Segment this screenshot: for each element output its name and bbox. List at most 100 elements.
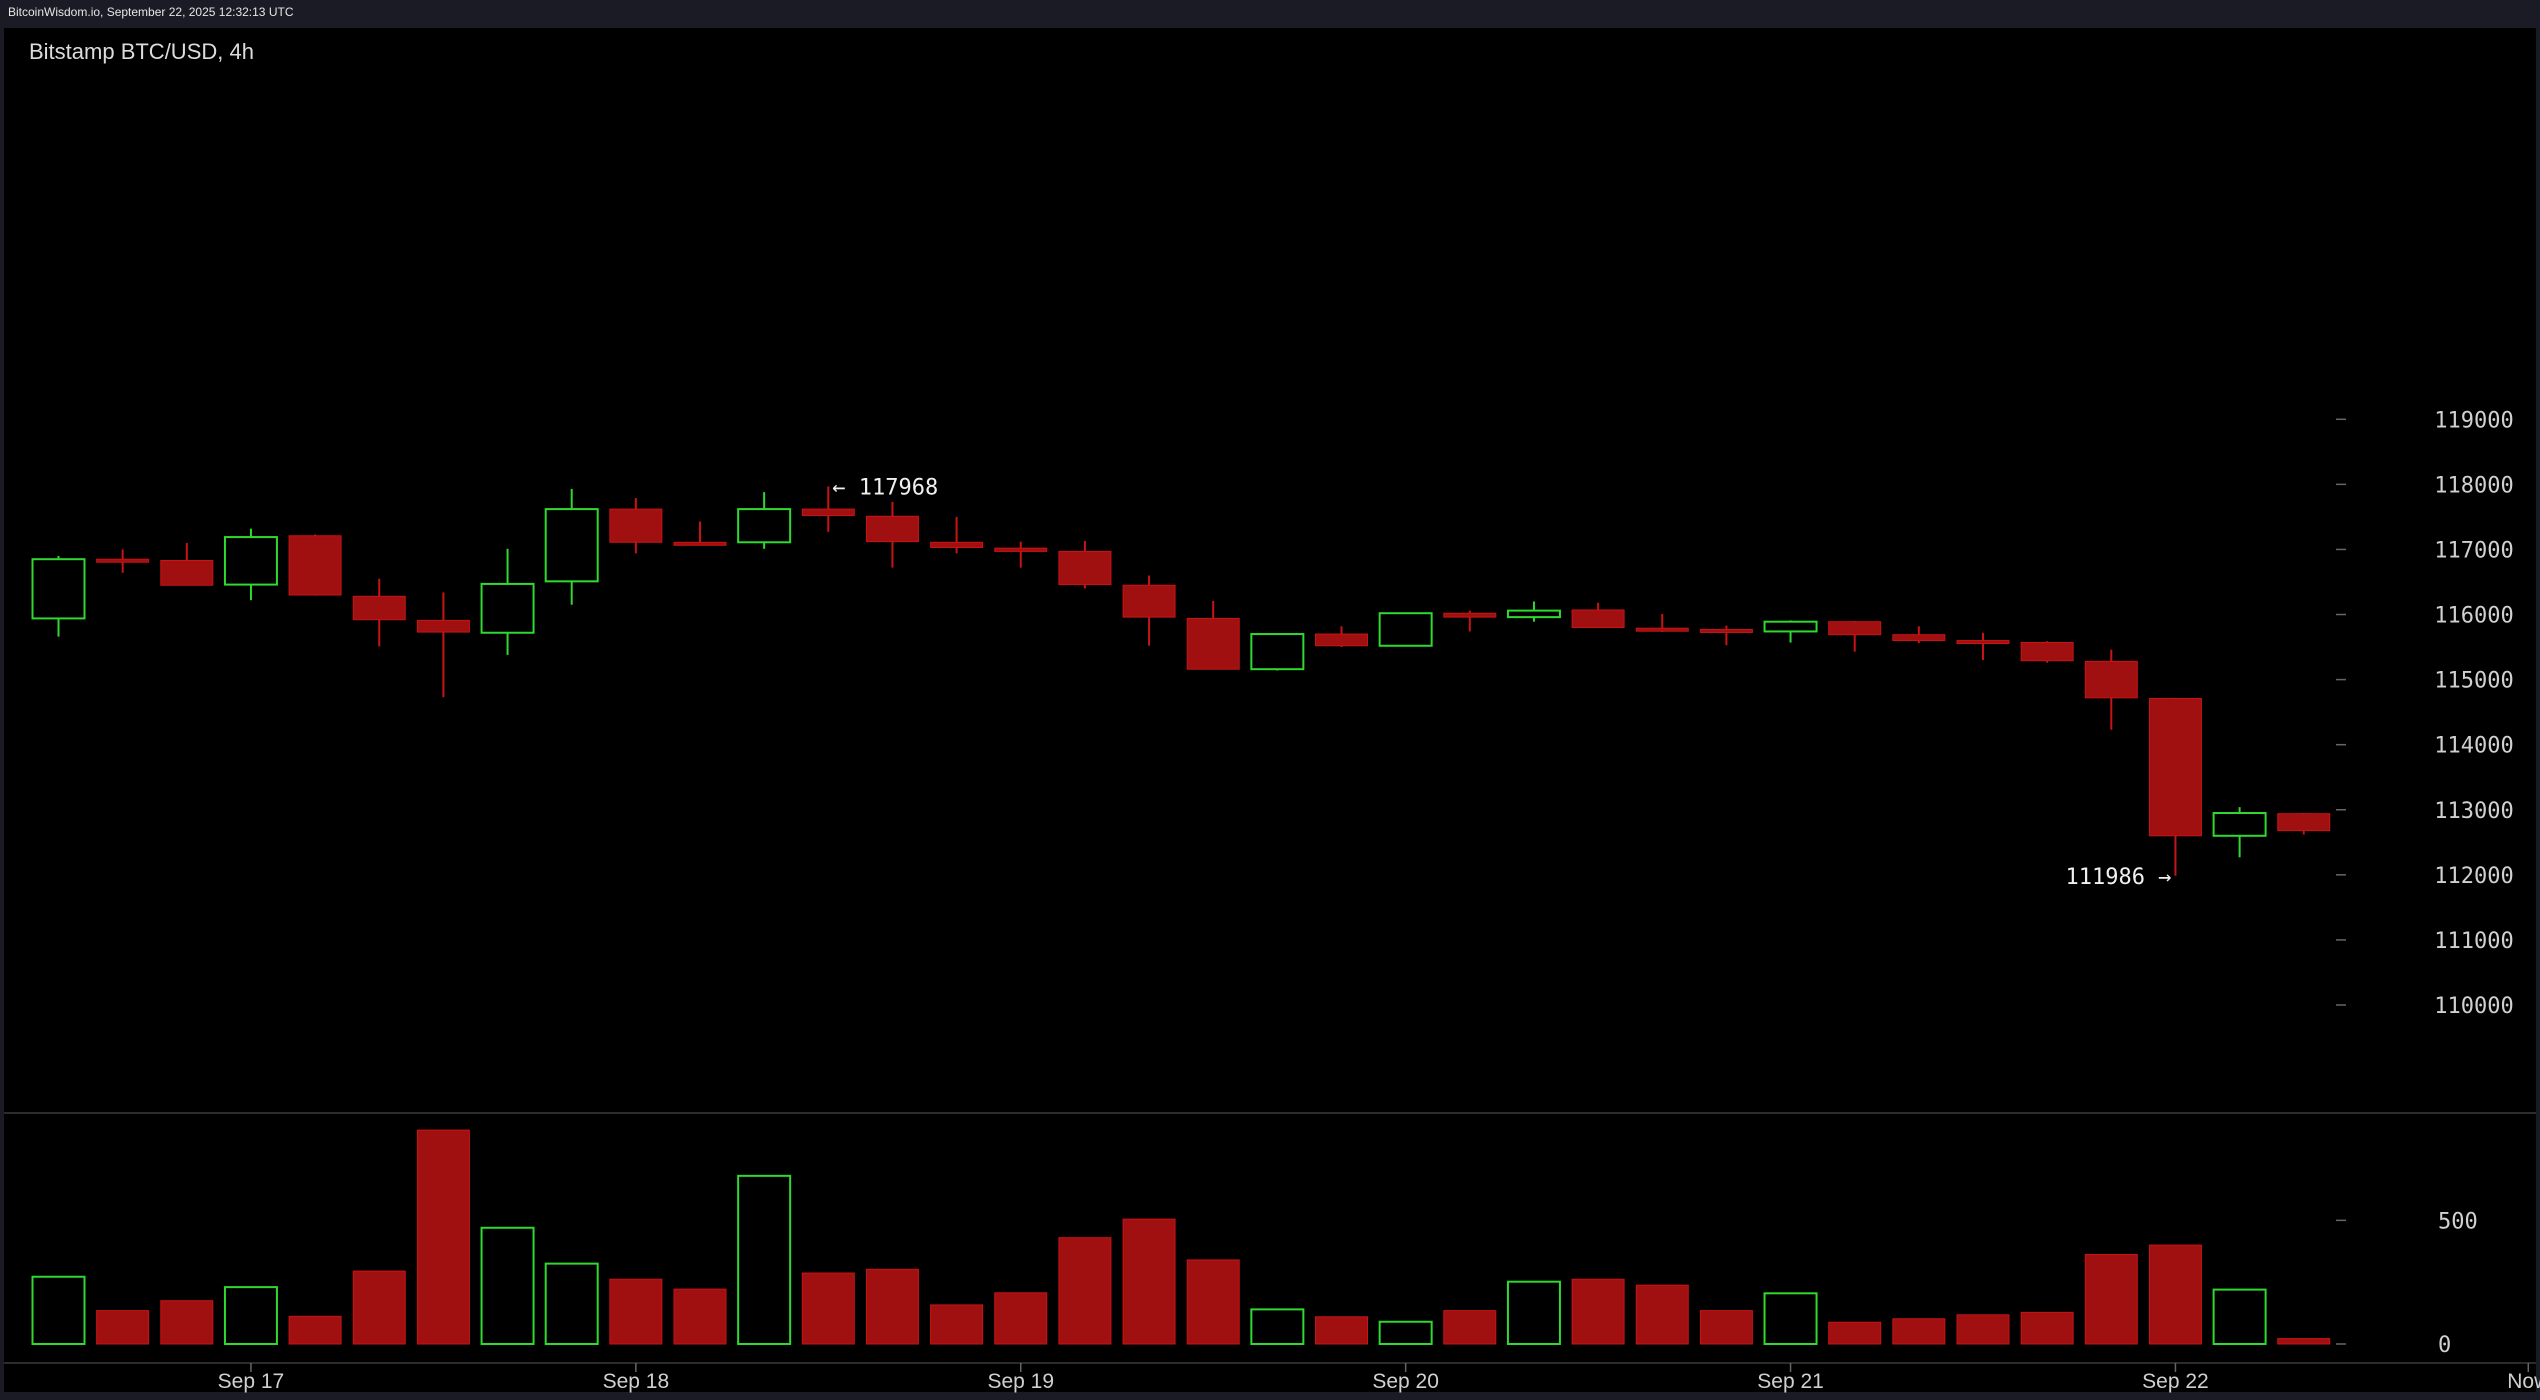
volume-bar (1892, 1318, 1946, 1345)
time-tick-label: Sep 21 (1757, 1370, 1824, 1393)
high-annotation: ← 117968 (832, 475, 938, 500)
candle (1315, 626, 1368, 648)
candle-body (416, 619, 470, 633)
candle-body (288, 535, 342, 596)
candle (160, 542, 214, 586)
candle-body (1315, 633, 1368, 647)
candle-body (352, 595, 406, 621)
volume-bar (480, 1226, 535, 1346)
chart-frame: Bitstamp BTC/USD, 4h 110000 111000 112000 1… (0, 24, 2540, 1400)
candle (416, 592, 470, 698)
candlestick-chart[interactable]: Bitstamp BTC/USD, 4h 110000 111000 112000 1… (0, 24, 2540, 1400)
volume-bar (609, 1278, 663, 1345)
candle (1763, 620, 1818, 643)
volume-bar (737, 1174, 792, 1346)
candle (1443, 610, 1497, 632)
candle-body (2277, 813, 2331, 832)
volume-bar (2084, 1253, 2138, 1345)
candle-body (1250, 633, 1305, 671)
candle (1122, 575, 1176, 646)
candles (31, 486, 2331, 876)
price-tick-label: 119000 (2434, 408, 2513, 433)
source-timestamp: BitcoinWisdom.io, September 22, 2025 12:… (8, 5, 294, 19)
candle (1058, 540, 1112, 589)
candle-body (1122, 584, 1176, 618)
candle-body (2084, 660, 2138, 699)
volume-tick-label: 500 (2438, 1209, 2478, 1234)
price-tick-label: 114000 (2434, 734, 2513, 759)
candle-body (801, 508, 855, 517)
candle (1378, 612, 1433, 647)
volume-bar (160, 1300, 214, 1345)
candle (2148, 697, 2202, 876)
candle (1956, 632, 2010, 661)
candle-body (2148, 697, 2202, 837)
candle (1186, 600, 1240, 670)
candle (1506, 601, 1561, 622)
price-tick-label: 111000 (2434, 929, 2513, 954)
price-tick-label: 117000 (2434, 538, 2513, 563)
top-bar: BitcoinWisdom.io, September 22, 2025 12:… (0, 0, 2540, 24)
volume-bar (2148, 1244, 2202, 1345)
volume-bar (801, 1272, 855, 1345)
candle-body (1635, 627, 1689, 632)
candle-body (2020, 642, 2074, 662)
volume-bar (2212, 1288, 2267, 1345)
volume-bar (352, 1270, 406, 1345)
volume-bar (223, 1286, 278, 1345)
candle (1571, 602, 1625, 629)
candle-body (673, 541, 727, 546)
time-tick-label: Sep 22 (2142, 1370, 2209, 1393)
candle (673, 521, 727, 546)
candle-body (1378, 612, 1433, 647)
candle-body (1058, 550, 1112, 586)
price-tick-label: 113000 (2434, 799, 2513, 824)
volume-bar (1635, 1284, 1689, 1345)
candle (2212, 807, 2267, 858)
candle (544, 488, 599, 605)
price-tick-label: 112000 (2434, 864, 2513, 889)
volume-bar (31, 1275, 86, 1345)
candle (223, 528, 278, 601)
time-tick-label: Sep 18 (603, 1370, 670, 1393)
volume-bar (865, 1268, 919, 1345)
volume-bar (1571, 1278, 1625, 1345)
price-axis: 110000 111000 112000 113000 114000 115000 1160… (2336, 408, 2514, 1019)
volume-tick-label: 0 (2438, 1333, 2451, 1358)
volume-bar (1956, 1314, 2010, 1345)
candle-body (1828, 621, 1882, 636)
candle (96, 549, 150, 573)
candle-body (1699, 628, 1753, 633)
candle (1635, 613, 1689, 633)
price-tick-label: 110000 (2434, 994, 2513, 1019)
volume-bar (1122, 1218, 1176, 1345)
candle-body (31, 558, 86, 620)
candle (2084, 649, 2138, 730)
volume-bar (1186, 1259, 1240, 1345)
candle (31, 555, 86, 637)
candle (865, 501, 919, 568)
candle (352, 578, 406, 647)
candle-body (544, 508, 599, 583)
volume-axis: 0 500 (2336, 1209, 2478, 1358)
candle (1699, 625, 1753, 646)
candle-body (865, 515, 919, 543)
volume-bar (1315, 1316, 1368, 1345)
candle-body (930, 541, 984, 548)
candle (930, 516, 984, 554)
annotations: ← 117968 111986 → (832, 475, 2171, 889)
candle-body (2212, 812, 2267, 837)
candle (2277, 813, 2331, 835)
volume-bar (1699, 1310, 1753, 1345)
candle-body (96, 558, 150, 563)
chart-title: Bitstamp BTC/USD, 4h (29, 39, 254, 64)
volume-bar (2020, 1311, 2074, 1345)
candle-body (1443, 612, 1497, 618)
volume-bar (1828, 1321, 1882, 1345)
candle (480, 548, 535, 655)
volume-bar (416, 1129, 470, 1345)
volume-bar (1058, 1237, 1112, 1345)
volume-bar (544, 1262, 599, 1345)
candle (288, 534, 342, 596)
candle (737, 492, 792, 549)
